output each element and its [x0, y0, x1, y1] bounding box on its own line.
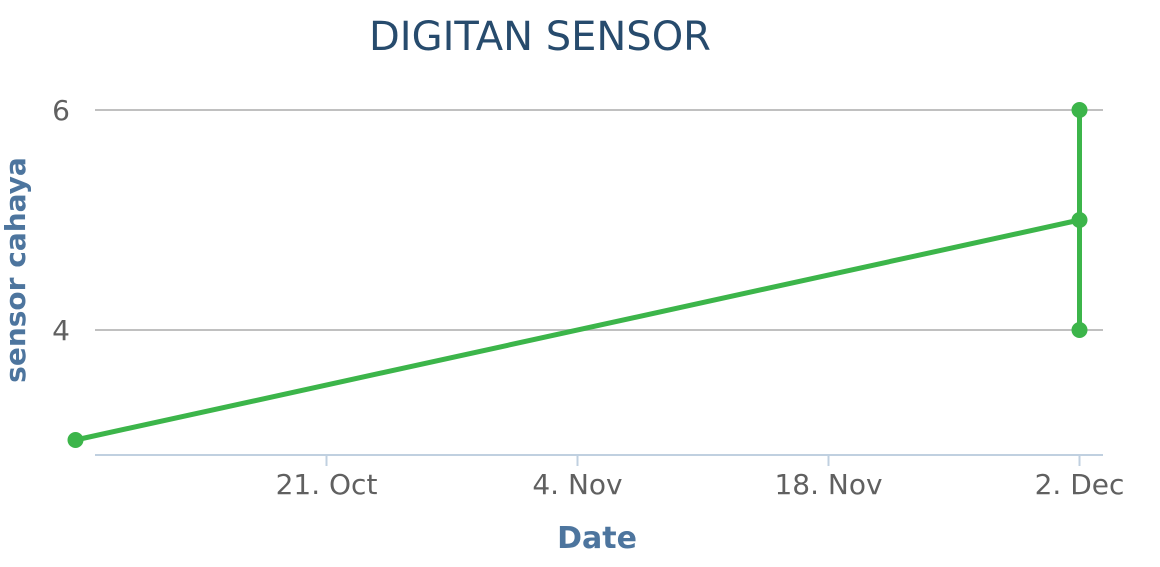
x-tick-label: 2. Dec: [1035, 468, 1125, 501]
x-axis-title: Date: [557, 521, 637, 556]
x-tick-label: 21. Oct: [276, 468, 378, 501]
x-tick-label: 4. Nov: [532, 468, 622, 501]
data-point: [1071, 102, 1088, 118]
data-point: [1071, 212, 1088, 228]
y-tick-label: 6: [52, 94, 70, 127]
series-line: [73, 107, 1082, 443]
y-axis-title: sensor cahaya: [0, 157, 32, 383]
grid: [95, 109, 1103, 331]
chart-title: DIGITAN SENSOR: [369, 14, 711, 60]
y-tick-label: 4: [52, 314, 70, 347]
x-tick-label: 18. Nov: [774, 468, 882, 501]
data-point: [67, 432, 84, 448]
y-axis-ticks: 46: [52, 94, 70, 347]
data-point: [1071, 322, 1088, 338]
x-axis-ticks: 21. Oct 4. Nov 18. Nov 2. Dec: [276, 455, 1125, 501]
series-group: [67, 102, 1088, 448]
